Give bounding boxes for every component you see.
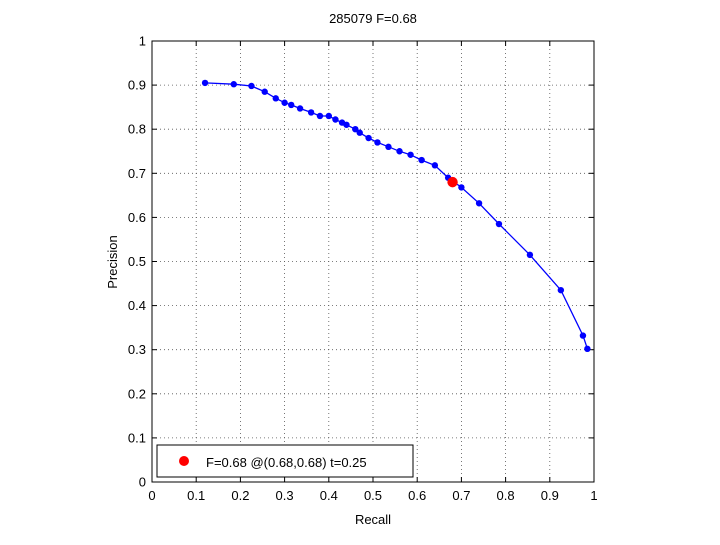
best-f-marker-group	[447, 176, 458, 188]
pr-curve-point	[343, 121, 350, 128]
legend: F=0.68 @(0.68,0.68) t=0.25	[156, 444, 414, 478]
pr-curve-point	[584, 345, 591, 353]
pr-curve-point	[261, 88, 268, 95]
pr-curve-point	[352, 126, 359, 133]
pr-curve-point	[475, 200, 483, 207]
x-tick-label: 0.5	[364, 488, 382, 503]
y-axis-label: Precision	[105, 235, 120, 288]
pr-curve-point	[385, 143, 392, 151]
pr-curve-point	[418, 156, 425, 164]
y-tick-label: 1	[139, 34, 146, 49]
x-tick-label: 0.7	[452, 488, 470, 503]
x-tick-label: 0.1	[187, 488, 205, 503]
pr-curve-point	[325, 112, 332, 120]
x-tick-label: 1	[590, 488, 597, 503]
legend-box	[156, 444, 414, 478]
pr-curve-point	[374, 139, 381, 146]
x-tick-label: 0	[148, 488, 155, 503]
pr-curve-point	[365, 134, 372, 142]
pr-curve-point	[201, 79, 209, 87]
x-tick-label: 0.3	[276, 488, 294, 503]
y-tick-label: 0.9	[128, 78, 146, 93]
pr-curve-point	[296, 105, 304, 112]
y-tick-label: 0.7	[128, 166, 146, 181]
x-tick-label: 0.2	[231, 488, 249, 503]
y-tick-label: 0.3	[128, 342, 146, 357]
x-tick-label: 0.8	[497, 488, 515, 503]
y-tick-label: 0.5	[128, 254, 146, 269]
y-tick-label: 0.2	[128, 386, 146, 401]
pr-curve-point	[248, 82, 255, 90]
pr-curve-line	[204, 82, 589, 350]
pr-curve-point	[288, 101, 295, 109]
legend-marker	[179, 456, 189, 466]
y-tick-label: 0.6	[128, 210, 146, 225]
pr-curve-point	[407, 151, 414, 158]
pr-curve-point	[458, 184, 465, 191]
pr-curve-point	[526, 251, 534, 259]
x-tick-label: 0.6	[408, 488, 426, 503]
pr-curve-point	[316, 112, 324, 120]
pr-curve-point	[495, 220, 503, 228]
y-tick-label: 0.1	[128, 430, 146, 445]
x-tick-label: 0.4	[320, 488, 338, 503]
pr-curve-point	[230, 81, 237, 88]
y-tick-label: 0.8	[128, 122, 146, 137]
pr-curve-point	[431, 162, 439, 169]
y-tick-label: 0.4	[128, 298, 146, 313]
y-tick-label: 0	[139, 475, 146, 490]
legend-label: F=0.68 @(0.68,0.68) t=0.25	[206, 455, 367, 470]
pr-curve-point	[356, 129, 363, 136]
x-axis-label: Recall	[355, 512, 391, 527]
pr-curve-point	[332, 116, 339, 123]
axis-ticks: 0 0.1 0.2 0.3 0.4 0.5 0.6 0.7 0.8 0.9 1 0 0.1 0.2 0.3 0…	[128, 34, 598, 504]
data-series	[201, 79, 591, 353]
pr-curve-point	[579, 332, 587, 339]
pr-curve-point	[281, 99, 288, 106]
chart-title: 285079 F=0.68	[329, 11, 417, 26]
pr-curve-point	[396, 148, 403, 155]
x-tick-label: 0.9	[541, 488, 559, 503]
pr-curve-point	[272, 95, 279, 102]
pr-curve-point	[307, 109, 315, 116]
pr-curve-point	[557, 286, 565, 294]
best-f-marker	[447, 176, 458, 188]
grid-lines	[152, 41, 594, 482]
